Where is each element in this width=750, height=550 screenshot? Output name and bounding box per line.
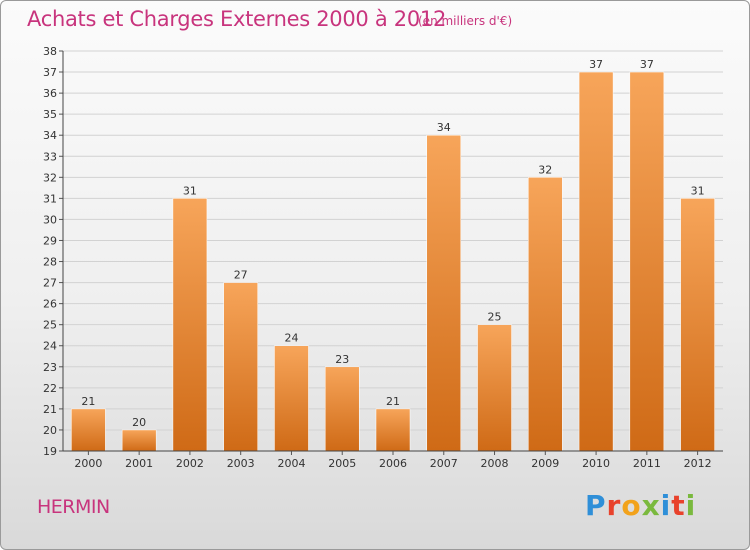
bar (477, 324, 512, 452)
bar (172, 198, 208, 452)
x-tick-label: 2012 (684, 457, 712, 470)
x-tick-label: 2007 (430, 457, 458, 470)
bars: 21 20 31 27 24 23 21 34 25 32 37 37 31 (71, 58, 715, 452)
bar-value-label: 31 (183, 184, 197, 197)
bar-value-label: 23 (335, 353, 349, 366)
y-tick-label: 37 (43, 66, 57, 79)
x-axis: 2000 2001 2002 2003 2004 2005 2006 2007 2008 2009… (63, 450, 723, 470)
bar-value-label: 25 (488, 311, 502, 324)
bar-value-label: 20 (132, 416, 146, 429)
bar-value-label: 24 (284, 332, 298, 345)
proxiti-logo-letter: x (641, 489, 661, 522)
y-tick-label: 24 (43, 340, 57, 353)
y-tick-label: 36 (43, 87, 57, 100)
proxiti-logo-letter: o (621, 489, 642, 522)
chart-title: Achats et Charges Externes 2000 à 2012 (27, 7, 447, 31)
y-tick-label: 20 (43, 424, 57, 437)
y-axis: 19 20 21 22 23 24 25 26 27 28 29 30 31 32 33 34 35 36 37 38 (43, 45, 64, 458)
commune-name: HERMIN (37, 496, 110, 518)
bar (71, 408, 106, 452)
bar (680, 198, 715, 452)
proxiti-logo-letter: r (606, 489, 622, 522)
y-tick-label: 29 (43, 234, 57, 247)
x-tick-label: 2005 (328, 457, 356, 470)
bar-value-label: 32 (538, 163, 552, 176)
bar (375, 408, 411, 452)
proxiti-logo-letter: t (671, 489, 686, 522)
bar-value-label: 34 (437, 121, 451, 134)
x-tick-label: 2010 (582, 457, 610, 470)
x-tick-label: 2001 (125, 457, 153, 470)
bar (426, 134, 462, 452)
bar (528, 177, 563, 452)
x-tick-label: 2003 (227, 457, 255, 470)
bar (324, 366, 360, 452)
y-tick-label: 22 (43, 382, 57, 395)
y-tick-label: 27 (43, 277, 57, 290)
grid-lines (63, 50, 723, 452)
y-tick-label: 34 (43, 129, 57, 142)
proxiti-logo[interactable]: Proxiti (585, 489, 696, 522)
y-tick-label: 23 (43, 361, 57, 374)
bar (629, 71, 665, 452)
x-tick-label: 2011 (633, 457, 661, 470)
y-tick-label: 35 (43, 108, 57, 121)
bar-value-label: 27 (234, 269, 248, 282)
y-tick-label: 30 (43, 213, 57, 226)
x-tick-label: 2004 (277, 457, 305, 470)
y-tick-label: 31 (43, 192, 57, 205)
x-tick-label: 2006 (379, 457, 407, 470)
bar-value-label: 31 (691, 184, 705, 197)
x-tick-label: 2009 (531, 457, 559, 470)
bar-value-label: 37 (640, 58, 654, 71)
y-tick-label: 26 (43, 298, 57, 311)
proxiti-logo-letter: i (660, 489, 672, 522)
y-tick-label: 25 (43, 319, 57, 332)
bar-value-label: 21 (386, 395, 400, 408)
x-tick-label: 2000 (74, 457, 102, 470)
bar-value-label: 21 (81, 395, 95, 408)
y-tick-label: 33 (43, 150, 57, 163)
bar (578, 71, 614, 452)
y-tick-label: 38 (43, 45, 57, 58)
bar (274, 345, 309, 452)
chart-subtitle: (en milliers d'€) (418, 14, 513, 28)
y-tick-label: 32 (43, 171, 57, 184)
proxiti-logo-letter: i (685, 489, 697, 522)
bar (223, 282, 258, 452)
bar-value-label: 37 (589, 58, 603, 71)
proxiti-logo-letter: P (585, 489, 607, 522)
y-tick-label: 19 (43, 445, 57, 458)
bar (121, 429, 157, 452)
x-tick-label: 2002 (176, 457, 204, 470)
y-tick-label: 21 (43, 403, 57, 416)
y-tick-label: 28 (43, 256, 57, 269)
x-tick-label: 2008 (481, 457, 509, 470)
